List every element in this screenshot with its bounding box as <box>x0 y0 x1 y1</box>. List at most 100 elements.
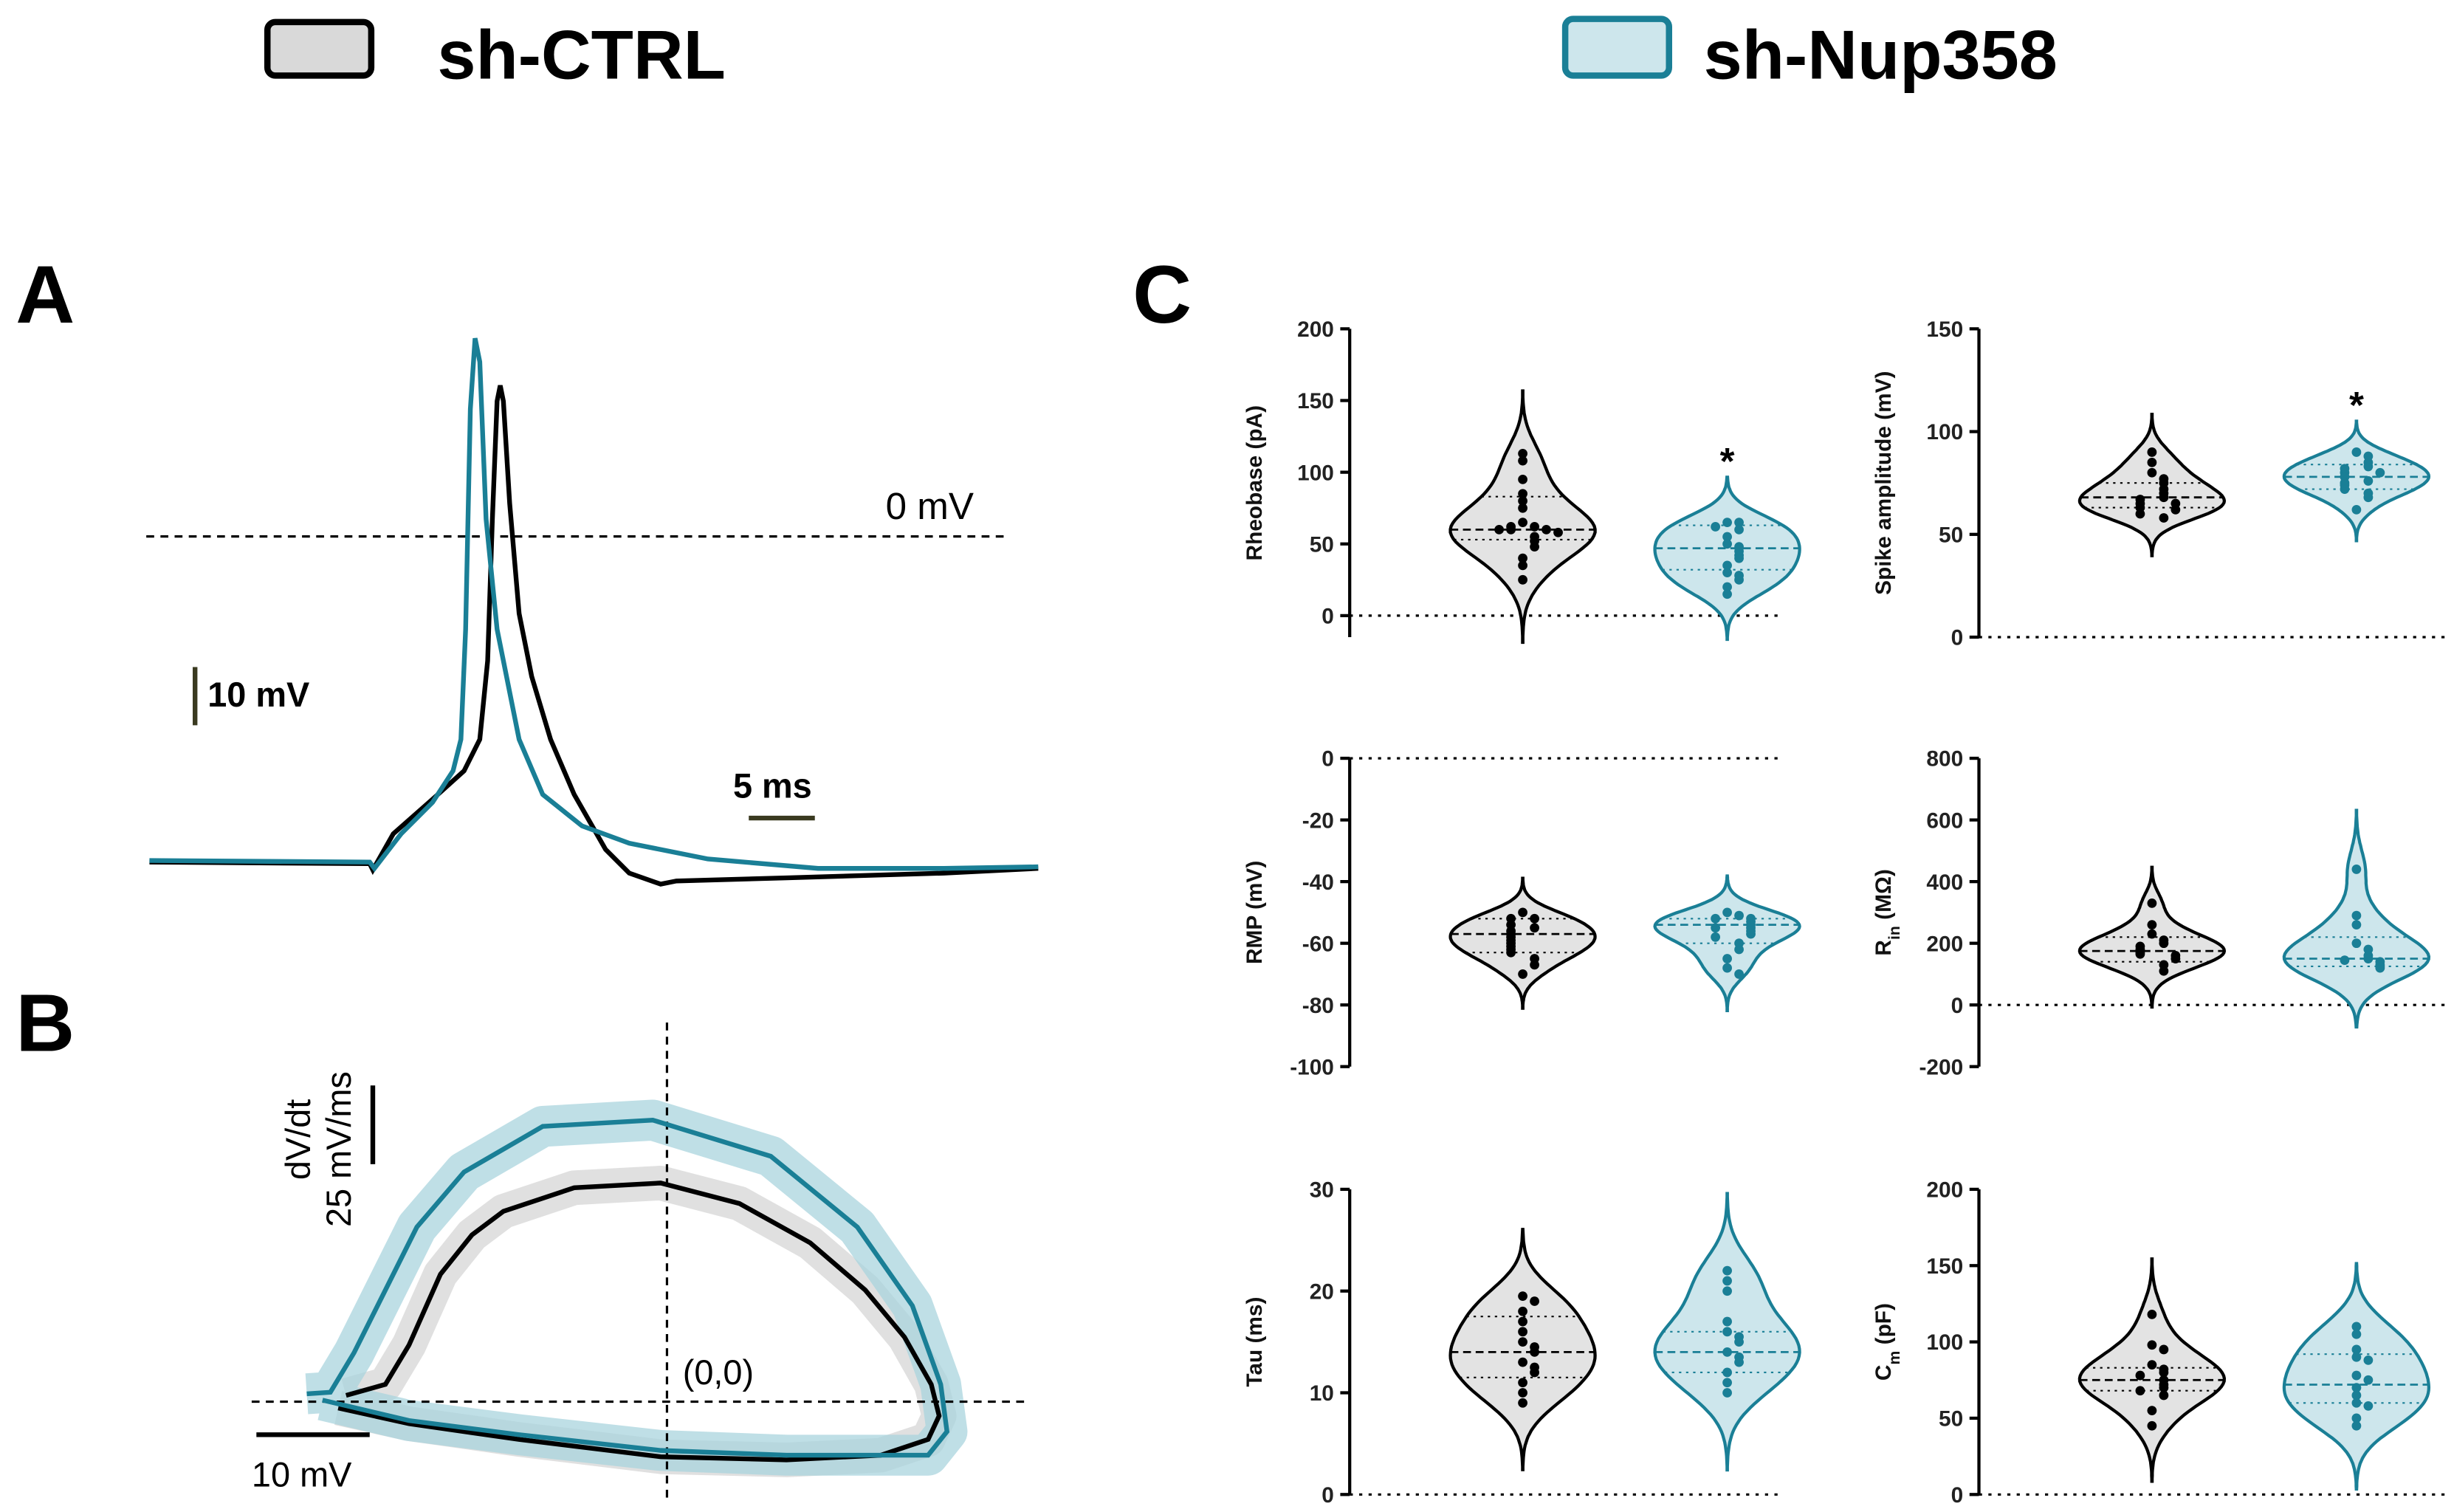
data-point <box>1734 518 1744 528</box>
data-point <box>1734 944 1744 955</box>
data-point <box>2351 938 2362 949</box>
data-point <box>1518 907 1527 918</box>
data-point <box>1518 1316 1527 1327</box>
data-point <box>1722 568 1732 578</box>
data-point <box>1518 1378 1527 1388</box>
y-tick-label: 200 <box>1926 932 1963 956</box>
data-point <box>1518 1337 1527 1347</box>
y-label: dV/dt <box>279 1099 317 1180</box>
data-point <box>1734 524 1744 535</box>
y-tick-label: 200 <box>1297 317 1334 342</box>
data-point <box>1722 1276 1732 1286</box>
data-point <box>1518 496 1527 506</box>
data-point <box>2159 513 2169 523</box>
legend-label: sh-Nup358 <box>1704 16 2058 94</box>
data-point <box>2351 1398 2362 1408</box>
data-point <box>2363 954 2374 963</box>
data-point <box>2159 1390 2169 1401</box>
data-point <box>2363 476 2374 486</box>
data-point <box>1530 1296 1539 1306</box>
data-point <box>2351 920 2362 930</box>
data-point <box>1711 932 1720 942</box>
trace-ctrl <box>149 385 1039 887</box>
data-point <box>1518 969 1527 979</box>
y-axis-label: Cm (pF) <box>1872 1303 1903 1381</box>
data-point <box>2351 1390 2362 1401</box>
y-tick-label: 200 <box>1926 1178 1963 1203</box>
data-point <box>1518 1388 1527 1398</box>
data-point <box>1746 929 1756 939</box>
y-tick-label: -20 <box>1302 808 1334 833</box>
data-point <box>2351 865 2362 874</box>
y-tick-label: 30 <box>1310 1178 1334 1203</box>
data-point <box>2351 1352 2362 1362</box>
data-point <box>1711 913 1720 924</box>
data-point <box>2159 492 2169 503</box>
data-point <box>1722 560 1732 571</box>
data-point <box>2351 1413 2362 1423</box>
y-tick-label: 0 <box>1951 1483 1964 1508</box>
data-point <box>1530 1367 1539 1378</box>
data-point <box>2135 949 2145 959</box>
data-point <box>2159 966 2169 976</box>
y-tick-label: 50 <box>1939 523 1963 547</box>
y-tick-label: 150 <box>1926 1254 1963 1279</box>
y-axis-label-part: (MΩ) <box>1872 869 1896 926</box>
y-tick-label: 100 <box>1926 420 1963 444</box>
data-point <box>1518 560 1527 571</box>
data-point <box>2171 505 2181 515</box>
data-point <box>2351 1329 2362 1339</box>
origin-label: (0,0) <box>683 1353 754 1392</box>
data-point <box>1722 582 1732 592</box>
data-point <box>2135 509 2145 519</box>
y-tick-label: 400 <box>1926 870 1963 895</box>
data-point <box>1530 923 1539 933</box>
y-axis-label-part: R <box>1872 940 1896 956</box>
data-point <box>1494 524 1505 535</box>
y-axis-label-part: in <box>1886 926 1903 940</box>
data-point <box>1518 1327 1527 1337</box>
data-point <box>2363 1375 2374 1385</box>
significance: * <box>1720 440 1735 482</box>
data-point <box>2159 1344 2169 1355</box>
data-point <box>2351 1344 2362 1355</box>
data-point <box>2159 938 2169 949</box>
data-point <box>2147 1420 2157 1431</box>
y-tick-label: 0 <box>1951 626 1964 650</box>
data-point <box>2340 484 2350 494</box>
data-point <box>1722 1265 1732 1276</box>
violin <box>1448 1228 1597 1471</box>
zero-label: 0 mV <box>886 485 974 527</box>
data-point <box>1734 574 1744 585</box>
data-point <box>1722 532 1732 542</box>
data-point <box>2363 1355 2374 1365</box>
data-point <box>1530 913 1539 924</box>
data-point <box>1506 524 1516 535</box>
y-axis-label-part: RMP (mV) <box>1243 861 1267 964</box>
data-point <box>2147 929 2157 939</box>
data-point <box>2363 461 2374 472</box>
data-point <box>1530 522 1539 532</box>
data-point <box>1518 1398 1527 1408</box>
y-tick-label: 0 <box>1951 994 1964 1018</box>
y-tick-label: 100 <box>1926 1330 1963 1355</box>
y-tick-label: 800 <box>1926 747 1963 772</box>
y-axis-label-part: C <box>1872 1365 1896 1381</box>
data-point <box>2351 1370 2362 1381</box>
y-axis-label: Tau (ms) <box>1243 1297 1267 1387</box>
data-point <box>1722 1388 1732 1398</box>
data-point <box>1506 947 1516 958</box>
violin <box>2282 419 2431 543</box>
data-point <box>1711 522 1720 532</box>
y-axis-label-part: Tau (ms) <box>1243 1297 1267 1387</box>
violin <box>2077 413 2227 557</box>
data-point <box>1722 539 1732 549</box>
data-point <box>1530 1347 1539 1357</box>
data-point <box>1734 969 1744 979</box>
data-point <box>1530 542 1539 552</box>
data-point <box>1734 1357 1744 1367</box>
data-point <box>2147 1340 2157 1350</box>
data-point <box>2340 955 2350 966</box>
violin <box>1448 876 1597 1010</box>
